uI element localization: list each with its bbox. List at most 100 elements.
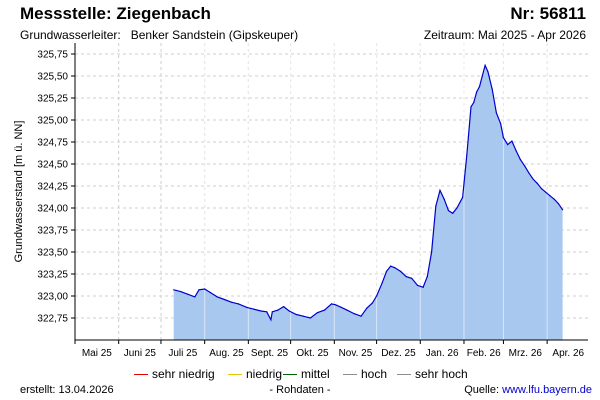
data-point (346, 309, 348, 311)
x-tick-label: Apr. 26 (552, 348, 584, 359)
data-point (476, 91, 478, 93)
legend-item: niedrig (228, 367, 282, 381)
data-point (447, 210, 450, 212)
data-point (481, 75, 483, 77)
data-point (549, 195, 551, 197)
y-axis-label: Grundwasserstand [m ü. NN] (13, 121, 25, 263)
legend-item: hoch (343, 367, 387, 381)
data-point (295, 313, 297, 316)
series-line (173, 63, 564, 322)
data-point (187, 293, 189, 295)
legend-swatch (283, 373, 297, 375)
x-tick-label: Jan. 26 (426, 348, 459, 359)
data-point (473, 101, 475, 103)
y-tick-label: 325,50 (37, 72, 68, 83)
data-point (390, 265, 392, 267)
x-tick-label: Okt. 25 (296, 348, 329, 359)
data-point (528, 172, 530, 174)
data-point (524, 165, 526, 167)
data-point (536, 182, 538, 184)
data-point (491, 88, 493, 90)
x-tick-label: Nov. 25 (339, 348, 373, 359)
data-point (366, 307, 368, 309)
data-point (323, 309, 326, 311)
data-point (330, 303, 333, 305)
station-number: Nr: 56811 (510, 4, 586, 23)
y-tick-label: 325,25 (37, 94, 68, 105)
y-tick-label: 323,00 (37, 292, 68, 303)
legend-item: sehr hoch (397, 367, 468, 381)
data-point (452, 212, 454, 214)
data-point (562, 209, 564, 211)
data-point (260, 310, 262, 312)
data-point (426, 276, 428, 278)
data-point (478, 86, 481, 88)
legend-label: mittel (301, 367, 330, 381)
legend-swatch (134, 373, 148, 375)
y-tick-label: 323,25 (37, 270, 68, 281)
data-point (340, 306, 342, 308)
data-point (456, 207, 458, 209)
data-point (302, 315, 304, 317)
data-point (237, 303, 240, 305)
data-point (502, 137, 504, 139)
data-point (394, 267, 396, 269)
y-tick-label: 324,00 (37, 204, 68, 215)
x-tick-label: Juni 25 (124, 348, 157, 359)
legend-item: mittel (283, 367, 330, 381)
data-point (553, 198, 555, 200)
data-point (515, 150, 517, 152)
data-point (385, 270, 388, 272)
y-tick-label: 322,75 (37, 314, 68, 325)
data-point (416, 284, 419, 286)
chart-title: Messstelle: Ziegenbach (20, 4, 211, 23)
data-point (288, 310, 290, 312)
legend-label: sehr niedrig (152, 367, 215, 381)
data-point (532, 178, 534, 180)
data-point (266, 311, 268, 313)
legend-swatch (343, 373, 357, 375)
source-label: Quelle: (464, 384, 503, 396)
data-point (545, 191, 547, 193)
source-link[interactable]: www.lfu.bayern.de (502, 384, 592, 396)
y-tick-label: 323,75 (37, 226, 68, 237)
data-point (484, 64, 486, 66)
aquifer-value: Benker Sandstein (Gipskeuper) (130, 28, 299, 42)
data-point (443, 198, 445, 200)
y-tick-label: 324,75 (37, 138, 68, 149)
data-point (487, 71, 489, 73)
legend-swatch (397, 373, 411, 375)
x-tick-label: Juli 25 (168, 348, 197, 359)
created-date: erstellt: 13.04.2026 (20, 384, 114, 396)
data-point (335, 304, 337, 306)
data-point (360, 315, 362, 317)
data-point (557, 203, 560, 205)
data-point (353, 313, 355, 315)
legend-item: sehr niedrig (134, 367, 215, 381)
data-point (540, 188, 543, 190)
data-point (204, 288, 206, 290)
data-point (194, 296, 196, 298)
legend-label: sehr hoch (415, 367, 468, 381)
period-label: Zeitraum: Mai 2025 - Apr 2026 (423, 28, 586, 42)
data-point (173, 289, 175, 291)
data-point (422, 286, 424, 288)
data-point (495, 112, 497, 114)
data-point (246, 306, 248, 308)
data-point (230, 301, 232, 303)
data-point (376, 295, 378, 297)
x-tick-label: Mrz. 26 (509, 348, 543, 359)
x-tick-label: Feb. 26 (467, 348, 501, 359)
y-tick-label: 324,25 (37, 182, 68, 193)
x-tick-label: Dez. 25 (381, 348, 416, 359)
data-point (431, 251, 433, 253)
series-area (173, 65, 563, 341)
data-point (270, 319, 272, 321)
data-point (381, 282, 383, 284)
data-point (519, 159, 522, 161)
y-tick-label: 323,50 (37, 248, 68, 259)
aquifer-info: Grundwasserleiter: Benker Sandstein (Gip… (20, 28, 298, 42)
legend-label: niedrig (246, 367, 283, 381)
data-point (271, 311, 273, 313)
